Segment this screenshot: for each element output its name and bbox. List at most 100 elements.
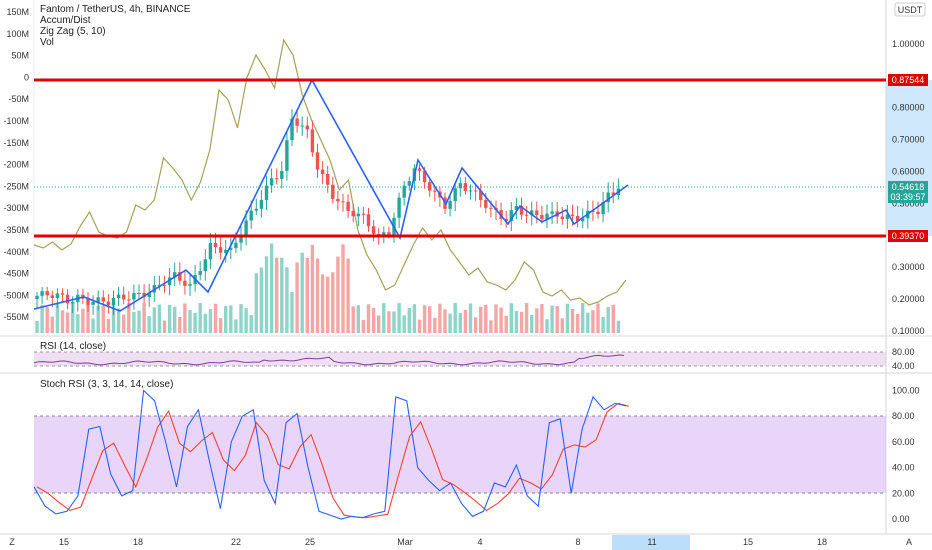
volume-bar	[60, 310, 65, 333]
volume-bar	[35, 321, 39, 333]
zoom-button[interactable]: Z	[9, 537, 15, 547]
candle-body	[581, 218, 585, 222]
candle-body	[570, 214, 575, 216]
candle-body	[178, 272, 182, 281]
volume-bar	[132, 312, 136, 333]
candle-body	[356, 213, 360, 217]
volume-bar	[167, 304, 172, 333]
price-tick-label: 0.60000	[892, 166, 925, 176]
volume-bar	[178, 317, 182, 333]
candle-body	[290, 118, 294, 141]
candle-body	[346, 201, 350, 211]
volume-tick-label: -350M	[3, 225, 29, 235]
volume-bar	[45, 307, 49, 333]
volume-tick-label: -200M	[3, 160, 29, 170]
candle-body	[208, 243, 213, 260]
volume-bar	[581, 303, 585, 333]
candle-body	[65, 294, 70, 304]
time-tick-label: 18	[133, 537, 143, 547]
candle-body	[116, 294, 121, 299]
candle-body	[122, 294, 126, 300]
countdown-text: 03:39:57	[890, 192, 925, 202]
candle-body	[433, 190, 437, 192]
candle-body	[127, 299, 131, 301]
symbol-title[interactable]: Fantom / TetherUS, 4h, BINANCE	[40, 4, 191, 15]
volume-bar	[264, 256, 269, 333]
volume-bar	[137, 310, 141, 333]
candle-body	[162, 284, 167, 286]
candle-body	[417, 168, 422, 171]
auto-scale-button[interactable]: A	[906, 537, 912, 547]
volume-bar	[453, 303, 457, 333]
volume-tick-label: 100M	[6, 29, 29, 39]
candle-body	[402, 185, 406, 198]
volume-bar	[366, 304, 371, 333]
candle-body	[366, 214, 371, 227]
candle-body	[305, 125, 309, 130]
candle-body	[484, 199, 488, 208]
stoch-legend[interactable]: Stoch RSI (3, 3, 14, 14, close)	[40, 379, 174, 390]
volume-bar	[545, 319, 549, 333]
volume-bar	[514, 310, 519, 333]
volume-bar	[218, 318, 223, 333]
volume-bar	[142, 303, 146, 333]
volume-bar	[519, 311, 524, 333]
rsi-tick-label: 80.00	[892, 347, 915, 357]
legend-zigzag[interactable]: Zig Zag (5, 10)	[40, 26, 106, 37]
volume-bar	[40, 304, 44, 333]
candle-body	[473, 190, 478, 192]
candle-body	[565, 214, 570, 220]
candle-body	[560, 216, 564, 220]
candle-body	[351, 210, 355, 217]
currency-box[interactable]	[894, 2, 926, 17]
volume-bar	[438, 303, 442, 333]
candle-body	[137, 292, 141, 294]
volume-tick-label: 50M	[11, 51, 29, 61]
candle-body	[132, 293, 136, 300]
volume-bar	[224, 306, 228, 333]
volume-bar	[320, 274, 325, 333]
legend-vol[interactable]: Vol	[40, 37, 54, 48]
volume-bar	[550, 305, 554, 333]
legend-accum[interactable]: Accum/Dist	[40, 15, 91, 26]
time-highlight	[612, 535, 690, 550]
volume-bar	[116, 308, 121, 333]
volume-bar	[407, 307, 411, 333]
stoch-tick-label: 80.00	[892, 411, 915, 421]
candle-body	[91, 301, 95, 305]
candle-body	[269, 178, 274, 186]
candle-body	[285, 140, 289, 171]
volume-bar	[275, 257, 279, 333]
candle-body	[448, 201, 452, 209]
rsi-band	[34, 352, 886, 366]
candle-body	[596, 211, 600, 215]
time-tick-label: 4	[477, 537, 482, 547]
volume-bar	[570, 308, 575, 333]
time-axis[interactable]: 15 18 22 25 Mar 4 8 11 15 18	[59, 537, 827, 547]
volume-bar	[127, 303, 131, 333]
volume-bar	[606, 306, 610, 333]
candle-body	[101, 297, 105, 302]
volume-bar	[565, 303, 570, 333]
candle-body	[280, 170, 284, 179]
candle-body	[545, 213, 549, 220]
price-tick-label: 0.30000	[892, 262, 925, 272]
candle-body	[254, 208, 258, 211]
candle-body	[264, 185, 269, 200]
volume-bar	[106, 318, 111, 333]
rsi-legend[interactable]: RSI (14, close)	[40, 341, 107, 352]
candle-body	[428, 182, 432, 191]
candle-body	[377, 233, 381, 235]
volume-bar	[249, 315, 253, 333]
volume-bar	[489, 320, 493, 333]
candle-body	[463, 183, 468, 191]
volume-bar	[310, 244, 315, 333]
volume-bar	[356, 305, 360, 333]
volume-bar	[244, 308, 248, 333]
volume-bar	[382, 303, 386, 333]
stoch-d-line	[36, 402, 630, 519]
volume-bar	[417, 319, 422, 333]
volume-bar	[183, 303, 187, 333]
volume-bar	[305, 257, 309, 333]
